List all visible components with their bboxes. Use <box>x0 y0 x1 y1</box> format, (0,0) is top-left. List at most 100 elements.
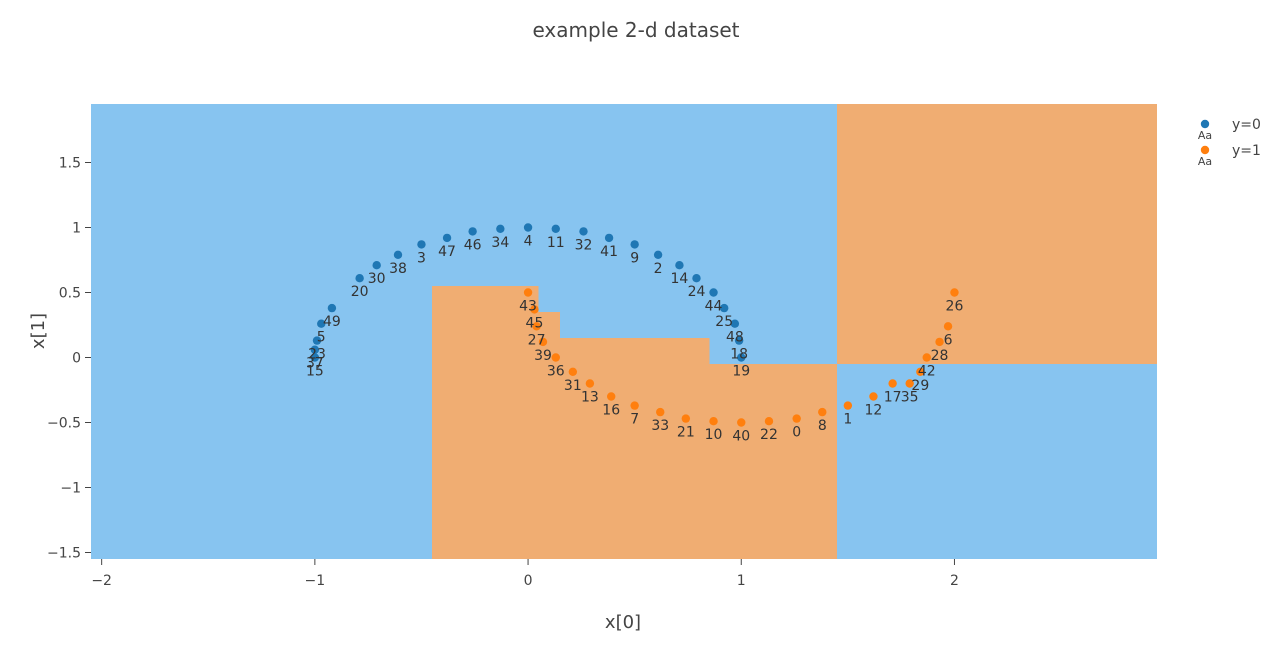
data-point-35 <box>905 379 914 388</box>
data-label-17: 17 <box>884 390 902 406</box>
legend-label-0[interactable]: y=0 <box>1232 117 1261 133</box>
data-label-43: 43 <box>519 299 537 315</box>
data-label-26: 26 <box>946 299 964 315</box>
data-label-30: 30 <box>368 271 386 287</box>
data-point-16 <box>607 392 616 401</box>
data-label-4: 4 <box>524 234 533 250</box>
data-point-6 <box>943 322 953 331</box>
data-label-23: 23 <box>308 347 326 363</box>
data-label-36: 36 <box>547 364 565 380</box>
data-point-8 <box>818 407 827 417</box>
data-point-11 <box>551 224 560 233</box>
data-label-13: 13 <box>581 390 599 406</box>
data-point-1 <box>843 401 853 410</box>
data-point-7 <box>630 401 639 410</box>
data-point-4 <box>523 223 533 232</box>
data-label-0: 0 <box>792 425 801 441</box>
data-label-28: 28 <box>931 348 949 364</box>
data-label-29: 29 <box>911 378 929 394</box>
data-point-10 <box>709 417 718 426</box>
data-point-12 <box>869 392 878 401</box>
data-point-28 <box>935 337 944 347</box>
y-tick-label: 0.5 <box>59 286 81 302</box>
legend-text-symbol: Aa <box>1198 155 1212 168</box>
region-class-1-2 <box>432 338 710 364</box>
data-point-36 <box>551 353 560 362</box>
data-point-39 <box>538 337 548 347</box>
legend-marker-1 <box>1200 145 1210 155</box>
data-point-5 <box>317 319 326 328</box>
data-point-24 <box>692 274 701 283</box>
legend-text-symbol: Aa <box>1198 129 1212 142</box>
data-point-27 <box>532 322 541 331</box>
data-point-42 <box>922 353 931 362</box>
data-label-1: 1 <box>843 412 852 428</box>
data-point-34 <box>496 224 505 233</box>
x-axis-label: x[0] <box>605 612 641 633</box>
data-point-19 <box>737 353 746 362</box>
data-point-31 <box>568 367 578 376</box>
data-point-43 <box>523 288 533 297</box>
x-tick-label: −1 <box>305 573 326 589</box>
data-label-2: 2 <box>654 261 663 277</box>
data-point-0 <box>792 414 801 423</box>
x-tick-label: 1 <box>737 573 746 589</box>
data-point-23 <box>312 336 322 345</box>
data-label-8: 8 <box>818 418 827 434</box>
data-point-32 <box>579 227 588 236</box>
data-label-48: 48 <box>726 330 744 346</box>
x-tick-label: −2 <box>91 573 112 589</box>
data-point-38 <box>393 250 403 259</box>
data-point-21 <box>681 414 691 423</box>
data-point-46 <box>468 227 477 236</box>
data-label-40: 40 <box>732 429 750 445</box>
y-axis-label: x[1] <box>28 313 49 349</box>
region-class-1-1 <box>432 364 838 559</box>
data-point-18 <box>734 336 744 345</box>
data-label-18: 18 <box>730 347 748 363</box>
data-point-45 <box>530 305 539 314</box>
data-label-27: 27 <box>528 332 546 348</box>
data-label-14: 14 <box>671 271 689 287</box>
region-class-1-0 <box>837 104 1157 364</box>
data-label-12: 12 <box>865 403 883 419</box>
data-point-17 <box>888 379 897 388</box>
data-label-19: 19 <box>732 364 750 380</box>
x-tick-label: 0 <box>524 573 533 589</box>
data-label-7: 7 <box>630 412 639 428</box>
data-labels: 2345911141518192023242530323437384144464… <box>306 234 964 445</box>
legend-label-1[interactable]: y=1 <box>1232 143 1261 159</box>
data-point-3 <box>417 240 426 249</box>
data-label-16: 16 <box>602 403 620 419</box>
data-label-9: 9 <box>630 250 639 266</box>
legend: Aa y=0 Aa y=1 <box>1198 117 1261 168</box>
data-label-5: 5 <box>317 330 326 346</box>
data-label-39: 39 <box>534 348 552 364</box>
y-tick-label: 0 <box>72 351 81 367</box>
y-tick-label: 1 <box>72 221 81 237</box>
data-point-2 <box>653 250 663 259</box>
data-points <box>310 223 959 427</box>
chart-title: example 2-d dataset <box>532 18 739 42</box>
data-point-30 <box>372 261 381 270</box>
data-label-47: 47 <box>438 244 456 260</box>
data-label-22: 22 <box>760 427 778 443</box>
data-point-33 <box>656 407 665 417</box>
data-label-33: 33 <box>651 418 669 434</box>
axes: −2 −1 0 1 2−1.5−1−0.500.511.5 <box>47 156 959 590</box>
data-label-45: 45 <box>526 315 544 331</box>
data-point-29 <box>916 367 925 376</box>
data-point-26 <box>950 288 959 297</box>
data-label-49: 49 <box>323 314 341 330</box>
data-point-25 <box>720 303 729 313</box>
data-label-6: 6 <box>944 332 953 348</box>
data-label-24: 24 <box>688 284 706 300</box>
y-tick-label: −1 <box>60 481 81 497</box>
data-point-14 <box>675 261 684 270</box>
data-point-15 <box>310 353 320 362</box>
region-class-1-4 <box>432 286 539 312</box>
data-label-46: 46 <box>464 237 482 253</box>
data-point-49 <box>327 303 337 313</box>
y-tick-label: −1.5 <box>47 546 81 562</box>
